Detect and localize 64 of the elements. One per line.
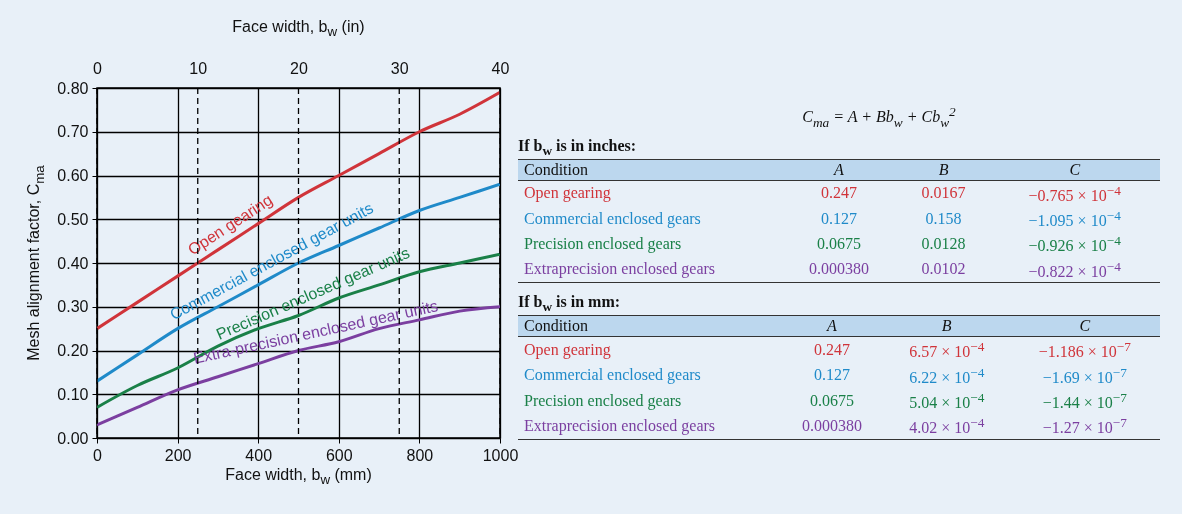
text: −1.69 × 10$^{−7}$ <box>1041 363 1128 388</box>
x-tick-label: 200 <box>164 446 192 464</box>
text: Commercial enclosed gears <box>523 208 702 230</box>
text: 0.000380 <box>780 413 884 440</box>
text: 6.57 × 10$^{−4}$ <box>908 338 986 363</box>
text: 0.0128 <box>920 234 967 254</box>
text: 4.02 × 10$^{−4}$ <box>883 413 1010 440</box>
x2-tick-label: 40 <box>491 59 510 77</box>
text: Open gearing <box>523 339 612 361</box>
y-tick-label: 0.50 <box>57 210 89 228</box>
text: Extraprecision enclosed gears <box>518 256 780 283</box>
text: −1.186 × 10$^{−7}$ <box>1037 338 1132 363</box>
y-tick-label: 0.80 <box>57 79 89 97</box>
text: Precision enclosed gears <box>523 234 683 255</box>
text: Open gearing <box>523 183 612 204</box>
y-tick-label: 0.60 <box>57 167 89 184</box>
text: 0.247 <box>812 339 851 360</box>
x2-tick-label: 20 <box>290 59 308 77</box>
text: 6.22 × 10$^{−4}$ <box>908 363 986 388</box>
y-tick-label: 0.30 <box>57 298 89 316</box>
x-tick-label: 1000 <box>482 446 519 464</box>
text: −0.822 × 10$^{−4}$ <box>989 256 1160 283</box>
text: 0.0167 <box>920 183 967 204</box>
text: −1.27 × 10$^{−7}$ <box>1009 413 1160 440</box>
text: A <box>780 315 884 337</box>
text: A <box>780 159 898 181</box>
y-tick-label: 0.10 <box>57 385 89 403</box>
x2-axis-title: Face width, b$_{w}$ (in) <box>232 18 365 40</box>
x-axis-title: Face width, b$_{w}$ (mm) <box>225 466 372 488</box>
x2-tick-label: 30 <box>390 59 409 77</box>
x2-tick-label: 0 <box>93 59 103 77</box>
x-tick-label: 0 <box>93 446 103 464</box>
text: −1.095 × 10$^{−4}$ <box>1027 207 1122 232</box>
text: Condition <box>518 159 780 181</box>
text: C <box>989 159 1160 181</box>
text: Extraprecision enclosed gears <box>518 413 780 440</box>
text: If b$_{w}$ is in inches: <box>518 136 638 159</box>
text: C <box>1009 315 1160 337</box>
x-tick-label: 800 <box>406 446 434 464</box>
text: 0.158 <box>924 208 963 229</box>
x2-tick-label: 10 <box>189 59 208 77</box>
text: −1.44 × 10$^{−7}$ <box>1041 388 1128 414</box>
y-tick-label: 0.40 <box>57 254 89 272</box>
y-tick-label: 0.00 <box>57 429 89 447</box>
text: Condition <box>518 315 780 337</box>
text: If b$_{w}$ is in mm: <box>518 293 622 316</box>
text: 0.127 <box>812 365 851 386</box>
text: 0.247 <box>819 183 858 204</box>
y-tick-label: 0.70 <box>57 123 89 141</box>
text: B <box>897 159 990 181</box>
text: 0.0675 <box>815 234 862 254</box>
text: 0.000380 <box>780 256 898 283</box>
text: 0.127 <box>819 208 858 229</box>
text: −0.765 × 10$^{−4}$ <box>1027 181 1122 207</box>
text: Precision enclosed gears <box>523 390 683 412</box>
text: −0.926 × 10$^{−4}$ <box>1027 232 1122 257</box>
x-tick-label: 600 <box>325 446 353 464</box>
text: Commercial enclosed gears <box>523 365 702 386</box>
text: 0.0102 <box>897 256 990 283</box>
text: 0.0675 <box>808 390 855 411</box>
y-tick-label: 0.20 <box>57 342 89 359</box>
text: B <box>883 315 1010 337</box>
x-tick-label: 400 <box>245 446 273 464</box>
text: 5.04 × 10$^{−4}$ <box>908 388 986 414</box>
